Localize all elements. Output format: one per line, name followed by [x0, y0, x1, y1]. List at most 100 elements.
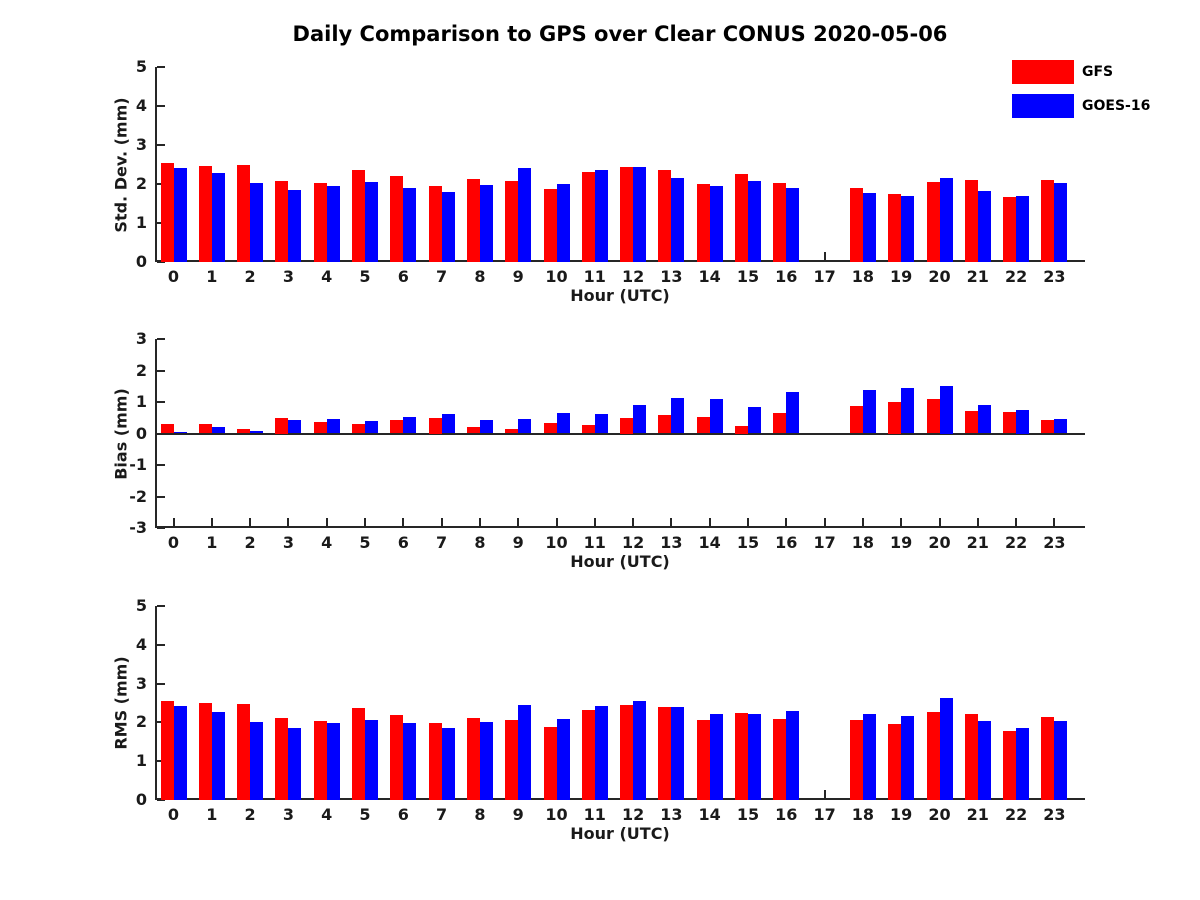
- bias-x-tick: [708, 518, 711, 526]
- bar-gfs-hour-0: [160, 701, 174, 800]
- bar-gfs-hour-19: [888, 723, 902, 800]
- rms-y-tick-label: 5: [135, 596, 147, 615]
- bias-x-tick-label: 8: [474, 533, 486, 552]
- bar-gfs-hour-7: [428, 185, 442, 262]
- bar-goes16-hour-13: [671, 178, 685, 262]
- rms-x-tick-label: 3: [282, 805, 294, 824]
- rms-x-tick-label: 6: [397, 805, 409, 824]
- bar-goes16-hour-5: [365, 182, 378, 262]
- bar-goes16-hour-23: [1054, 418, 1068, 434]
- bar-goes16-hour-6: [403, 723, 417, 800]
- rms-x-tick-label: 15: [736, 805, 760, 824]
- bar-goes16-hour-12: [633, 405, 647, 434]
- bar-gfs-hour-6: [390, 714, 404, 800]
- stddev-x-tick-label: 1: [206, 267, 218, 286]
- bar-goes16-hour-19: [901, 388, 915, 434]
- bias-y-tick-label: 0: [135, 423, 147, 443]
- bar-gfs-hour-6: [390, 420, 404, 434]
- rms-y-axis-label: RMS (mm): [111, 656, 131, 750]
- bar-gfs-hour-8: [466, 717, 480, 800]
- bar-goes16-hour-4: [326, 419, 340, 434]
- bar-gfs-hour-23: [1041, 420, 1055, 434]
- bar-goes16-hour-18: [862, 192, 876, 262]
- bar-goes16-hour-15: [748, 181, 761, 262]
- bias-x-tick: [976, 518, 979, 526]
- bar-goes16-hour-18: [862, 390, 876, 434]
- stddev-y-tick-label: 1: [135, 213, 147, 232]
- stddev-x-tick-label: 10: [545, 267, 568, 286]
- bar-goes16-hour-22: [1016, 196, 1030, 262]
- rms-y-tick-label: 0: [135, 790, 147, 809]
- rms-x-tick-label: 20: [928, 805, 951, 824]
- bar-gfs-hour-22: [1003, 412, 1017, 434]
- stddev-y-tick: [157, 144, 165, 146]
- bar-gfs-hour-0: [160, 162, 174, 262]
- stddev-x-tick-label: 7: [436, 267, 448, 286]
- rms-x-tick-label: 13: [660, 805, 683, 824]
- bar-goes16-hour-8: [479, 420, 493, 434]
- stddev-x-tick-label: 3: [282, 267, 294, 286]
- stddev-y-axis-label: Std. Dev. (mm): [111, 96, 131, 233]
- bar-gfs-hour-18: [849, 188, 863, 262]
- bar-goes16-hour-20: [939, 178, 953, 262]
- bar-gfs-hour-5: [352, 707, 365, 800]
- rms-x-tick-label: 1: [206, 805, 218, 824]
- rms-x-tick-label: 10: [545, 805, 568, 824]
- bias-y-tick: [157, 432, 165, 435]
- stddev-x-tick-label: 17: [813, 267, 836, 286]
- bar-gfs-hour-1: [198, 702, 212, 800]
- bar-gfs-hour-23: [1041, 717, 1055, 800]
- rms-x-tick: [823, 790, 826, 798]
- bar-gfs-hour-18: [849, 719, 863, 800]
- bar-goes16-hour-16: [786, 391, 800, 434]
- bias-y-tick-label: -1: [129, 455, 147, 474]
- bar-gfs-hour-20: [926, 182, 940, 262]
- rms-x-tick-label: 16: [775, 805, 798, 824]
- stddev-y-tick: [157, 105, 165, 107]
- bar-goes16-hour-10: [556, 718, 570, 800]
- stddev-x-tick-label: 0: [167, 267, 180, 286]
- rms-x-tick-label: 17: [813, 805, 836, 824]
- bar-goes16-hour-7: [441, 413, 455, 434]
- rms-x-tick-label: 7: [436, 805, 448, 824]
- rms-y-tick-label: 3: [135, 673, 147, 693]
- bar-goes16-hour-4: [326, 186, 340, 262]
- bar-gfs-hour-20: [926, 399, 940, 434]
- bar-goes16-hour-13: [671, 706, 685, 800]
- bias-x-tick: [287, 518, 290, 526]
- bias-x-tick-label: 21: [966, 533, 989, 552]
- bias-x-tick: [555, 518, 558, 526]
- bias-y-tick: [157, 401, 165, 403]
- bar-goes16-hour-8: [479, 721, 493, 800]
- bar-goes16-hour-8: [479, 185, 493, 262]
- bar-goes16-hour-16: [786, 188, 800, 262]
- bar-gfs-hour-10: [543, 423, 557, 434]
- rms-x-tick-label: 21: [966, 805, 989, 824]
- rms-x-tick-label: 8: [474, 805, 486, 824]
- rms-y-tick-label: 4: [135, 634, 147, 654]
- bar-goes16-hour-20: [939, 386, 953, 434]
- bar-goes16-hour-7: [441, 727, 455, 800]
- bar-gfs-hour-9: [505, 720, 519, 800]
- bias-x-tick-label: 18: [851, 533, 875, 552]
- rms-x-tick-label: 22: [1004, 805, 1028, 824]
- bias-x-tick: [632, 518, 635, 526]
- stddev-x-tick-label: 19: [890, 267, 913, 286]
- rms-x-tick-label: 5: [359, 805, 371, 824]
- stddev-x-tick-label: 5: [359, 267, 371, 286]
- bias-x-tick-label: 6: [397, 533, 409, 552]
- stddev-y-tick-label: 0: [135, 252, 147, 271]
- bias-y-tick-label: 3: [135, 329, 147, 348]
- bar-gfs-hour-23: [1041, 179, 1055, 262]
- bias-x-tick-label: 4: [321, 533, 333, 552]
- bar-goes16-hour-12: [633, 166, 647, 262]
- bias-x-tick-label: 22: [1004, 533, 1028, 552]
- stddev-x-tick-label: 9: [512, 267, 524, 286]
- bar-goes16-hour-14: [709, 398, 723, 434]
- stddev-x-tick-label: 14: [698, 267, 721, 286]
- bar-gfs-hour-2: [237, 429, 251, 434]
- bias-x-tick: [938, 518, 941, 526]
- bar-gfs-hour-15: [735, 173, 748, 262]
